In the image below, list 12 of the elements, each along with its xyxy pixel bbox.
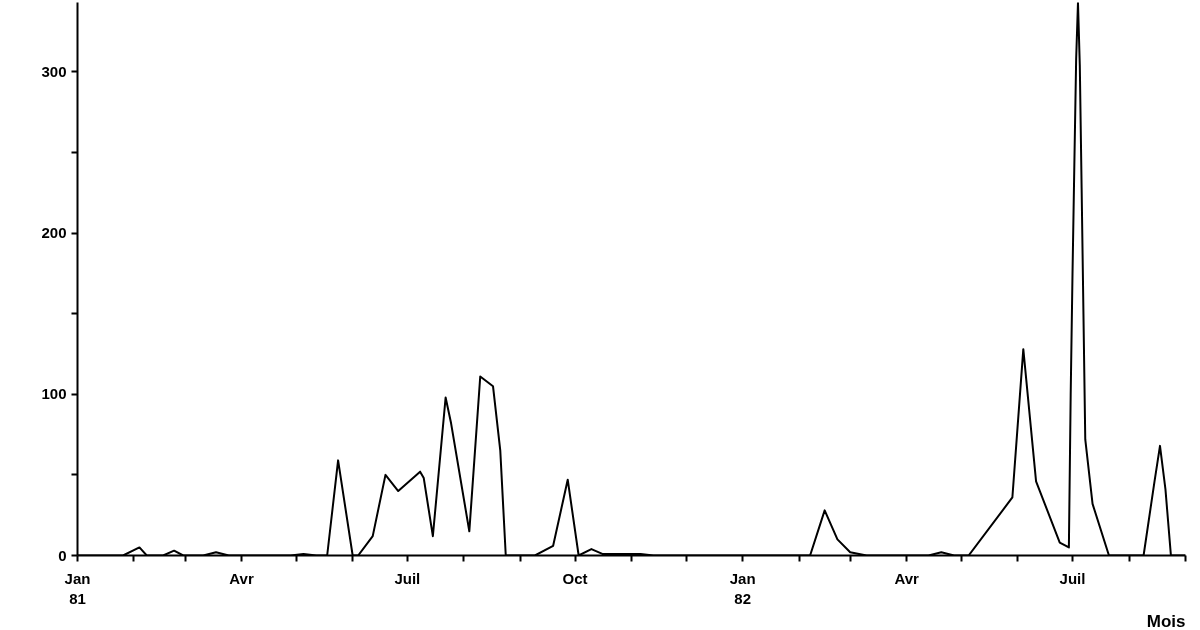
x-tick-label: Jan 82 [729,569,756,607]
x-axis-title: Mois [1146,611,1186,630]
x-tick-label: Juil [1059,569,1086,587]
x-tick-label: Oct [562,569,588,587]
x-tick-label: Juil [394,569,421,587]
x-tick-label: Avr [229,569,254,587]
y-tick-label: 0 [58,546,67,564]
y-tick-label: 200 [41,224,67,242]
x-tick-label: Jan 81 [64,569,91,607]
y-tick-label: 300 [41,62,67,80]
y-tick-label: 100 [41,385,67,403]
x-tick-label: Avr [894,569,920,587]
